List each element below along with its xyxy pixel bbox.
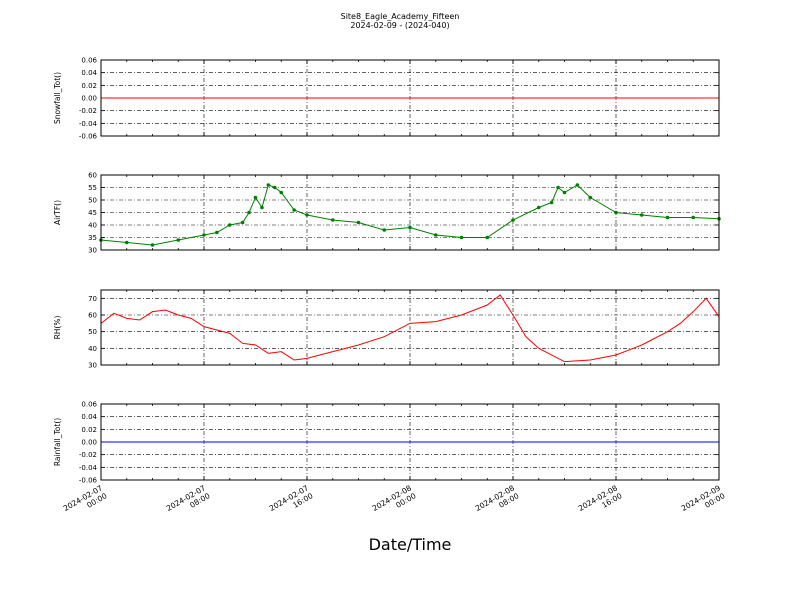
rainfall-y-tick-label: -0.02 — [79, 451, 97, 459]
rainfall-y-tick-label: 0.00 — [81, 439, 97, 447]
airtf-point — [215, 230, 219, 235]
snowfall-y-tick-label: -0.04 — [79, 120, 98, 128]
airtf-point — [260, 205, 264, 210]
rainfall-frame — [100, 403, 720, 481]
airtf-y-tick-label: 60 — [88, 172, 97, 180]
rh-y-tick-label: 70 — [88, 295, 97, 303]
airtf-point — [575, 183, 580, 187]
rh-y-label: RH(%) — [53, 316, 62, 340]
airtf-point — [382, 228, 387, 232]
airtf-point — [459, 235, 464, 240]
airtf-point — [549, 200, 554, 205]
airtf-point — [588, 195, 593, 200]
panel-rh: 30 40 50 60 70 RH(%) — [53, 289, 720, 370]
snowfall-y-tick-label: -0.02 — [79, 107, 97, 115]
airtf-point — [433, 233, 438, 237]
chart-title: Site8_Eagle_Academy_Fifteen — [341, 12, 460, 21]
panel-rainfall: -0.06 -0.04 -0.02 0.00 0.02 0.04 0.06 Rainfall_… — [53, 401, 720, 485]
rainfall-y-tick-label: -0.04 — [79, 464, 98, 472]
rh-frame — [100, 289, 720, 366]
panel-snowfall: -0.06 -0.04 -0.02 0.00 0.02 0.04 0.06 Snowfall_… — [53, 57, 720, 141]
airtf-y-tick-label: 50 — [88, 197, 97, 205]
rainfall-y-tick-label: -0.06 — [79, 477, 98, 485]
snowfall-y-tick-label: 0.06 — [81, 57, 97, 65]
snowfall-frame — [100, 59, 720, 137]
airtf-point — [408, 225, 412, 230]
airtf-point — [202, 233, 206, 237]
airtf-y-tick-label: 45 — [88, 209, 97, 217]
airtf-point — [150, 243, 155, 247]
airtf-point — [176, 238, 181, 242]
rh-y-tick-label: 50 — [88, 328, 97, 336]
airtf-point — [330, 218, 335, 222]
airtf-y-tick-label: 30 — [88, 247, 97, 255]
snowfall-y-label: Snowfall_Tot() — [53, 72, 62, 124]
rainfall-y-label: Rainfall_Tot() — [53, 418, 62, 466]
airtf-point — [273, 185, 277, 190]
airtf-point — [562, 190, 567, 195]
rh-line — [100, 294, 720, 363]
airtf-point — [124, 240, 129, 245]
airtf-y-tick-label: 55 — [88, 184, 97, 192]
airtf-point — [665, 215, 670, 220]
airtf-point — [536, 205, 541, 210]
airtf-point — [556, 185, 560, 190]
airtf-y-tick-label: 40 — [88, 222, 97, 230]
panel-airtf: 30 35 40 45 50 55 60 AirTF() — [53, 172, 721, 255]
rh-y-tick-label: 30 — [88, 362, 97, 370]
airtf-point — [356, 220, 361, 225]
airtf-y-tick-label: 35 — [88, 234, 97, 242]
rh-y-tick-label: 60 — [88, 312, 97, 320]
airtf-y-label: AirTF() — [53, 200, 62, 225]
airtf-point — [266, 183, 271, 187]
airtf-point — [639, 213, 644, 217]
rainfall-y-tick-label: 0.04 — [81, 413, 97, 421]
airtf-point — [511, 218, 515, 222]
rainfall-y-tick-label: 0.06 — [81, 401, 97, 409]
snowfall-y-tick-label: -0.06 — [79, 133, 98, 141]
chart-subtitle: 2024-02-09 - (2024-040) — [350, 21, 449, 30]
rh-y-tick-label: 40 — [88, 345, 97, 353]
snowfall-y-tick-label: 0.02 — [81, 82, 97, 90]
airtf-point — [614, 210, 618, 215]
snowfall-y-tick-label: 0.00 — [81, 95, 97, 103]
airtf-point — [247, 210, 251, 215]
airtf-point — [253, 195, 258, 200]
airtf-point — [240, 220, 245, 225]
x-axis-label: Date/Time — [369, 535, 452, 554]
snowfall-y-tick-label: 0.04 — [81, 69, 97, 77]
airtf-point — [691, 215, 696, 220]
rainfall-y-tick-label: 0.02 — [81, 426, 97, 434]
airtf-point — [227, 223, 232, 227]
airtf-point — [305, 213, 309, 217]
airtf-frame — [100, 174, 720, 251]
airtf-point — [279, 190, 284, 195]
airtf-point — [292, 208, 296, 212]
airtf-point — [485, 235, 490, 240]
